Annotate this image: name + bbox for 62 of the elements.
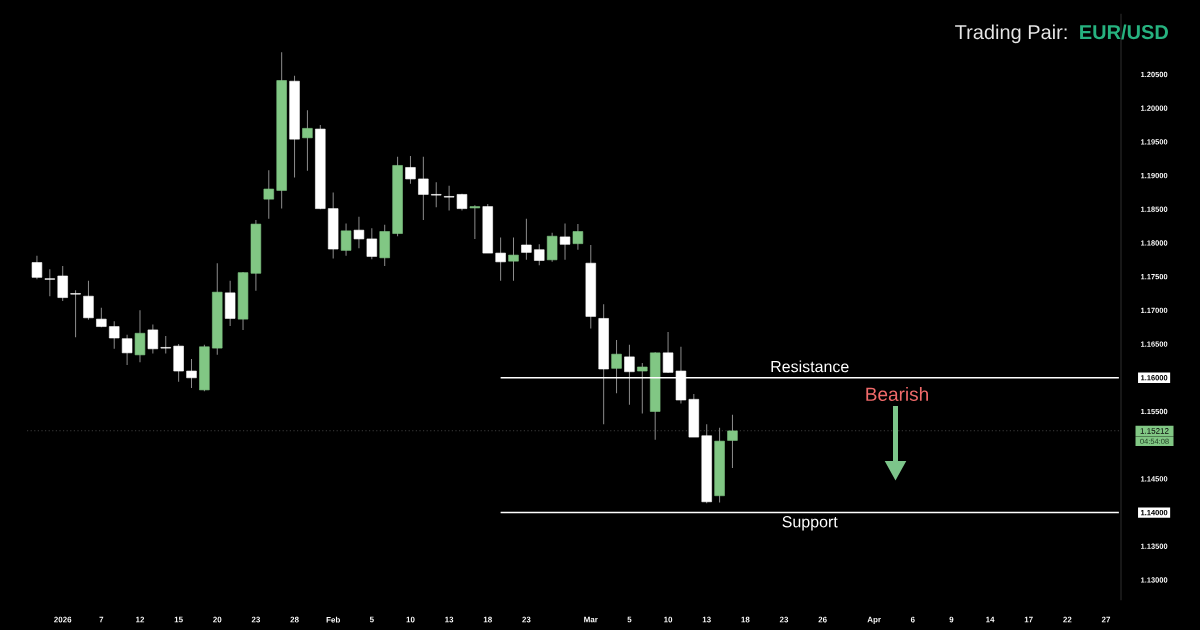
- candlestick: [263, 169, 274, 220]
- x-tick-label: 5: [627, 616, 632, 623]
- candlestick: [366, 227, 378, 260]
- candlestick: [572, 223, 584, 251]
- candlestick: [559, 222, 571, 261]
- candlestick: [495, 237, 506, 282]
- x-tick-label: 23: [522, 616, 531, 623]
- candlestick: [340, 222, 352, 257]
- x-tick-label: 18: [483, 616, 492, 623]
- x-tick-label: 2026: [54, 616, 72, 623]
- candlestick: [637, 362, 648, 414]
- x-tick-label: 22: [1063, 616, 1072, 623]
- ref-line-label: 1.15212: [1140, 428, 1169, 434]
- x-tick-label: 7: [99, 616, 104, 623]
- x-tick-label: 10: [664, 616, 673, 623]
- candlestick: [302, 109, 313, 172]
- x-tick-label: 13: [702, 616, 711, 623]
- candlestick: [83, 280, 94, 321]
- candlestick: [147, 324, 159, 355]
- series-label: Support: [782, 516, 838, 531]
- candlestick: [109, 320, 120, 350]
- candlestick: [611, 339, 622, 394]
- x-tick-label: Mar: [584, 616, 598, 623]
- candlestick: [727, 414, 738, 469]
- candlestick: [469, 204, 481, 240]
- x-tick-label: Feb: [326, 616, 340, 623]
- candlestick: [418, 156, 429, 221]
- annotation: Bearish: [866, 387, 928, 401]
- x-tick-label: 23: [779, 616, 789, 623]
- x-tick-label: Apr: [867, 616, 881, 624]
- candlestick: [57, 265, 68, 302]
- x-tick-label: 17: [1024, 616, 1033, 623]
- x-tick-label: 9: [949, 616, 954, 623]
- series-label: Resistance: [771, 360, 849, 373]
- x-tick-label: 12: [136, 616, 145, 623]
- candlestick: [534, 243, 545, 266]
- candlestick: [186, 358, 197, 389]
- x-tick-label: 27: [1101, 616, 1111, 623]
- candlestick: [70, 289, 81, 338]
- candlestick: [546, 232, 558, 263]
- candlestick: [44, 268, 56, 297]
- candlestick: [121, 334, 133, 366]
- candlestick: [521, 218, 532, 261]
- candlestick: [508, 237, 519, 282]
- x-tick-label: 18: [741, 616, 750, 623]
- candlestick: [134, 309, 146, 363]
- x-tick-label: 23: [251, 616, 261, 623]
- candlestick: [405, 155, 416, 185]
- x-tick-label: 13: [445, 616, 454, 623]
- x-tick-label: 10: [406, 616, 415, 623]
- x-tick-label: 14: [986, 616, 995, 623]
- chart-subtitle: EUR/USD: [1080, 24, 1168, 40]
- x-tick-label: 5: [369, 616, 374, 623]
- candlestick: [431, 181, 442, 208]
- candlestick: [353, 216, 365, 249]
- candlestick: [31, 255, 43, 280]
- text: Trading Pair:: [955, 24, 1067, 44]
- x-tick-label: 28: [290, 616, 299, 623]
- x-tick-label: 20: [213, 616, 222, 623]
- x-tick-label: 15: [174, 616, 183, 623]
- x-tick-label: 6: [910, 616, 915, 623]
- x-tick-label: 26: [818, 616, 827, 623]
